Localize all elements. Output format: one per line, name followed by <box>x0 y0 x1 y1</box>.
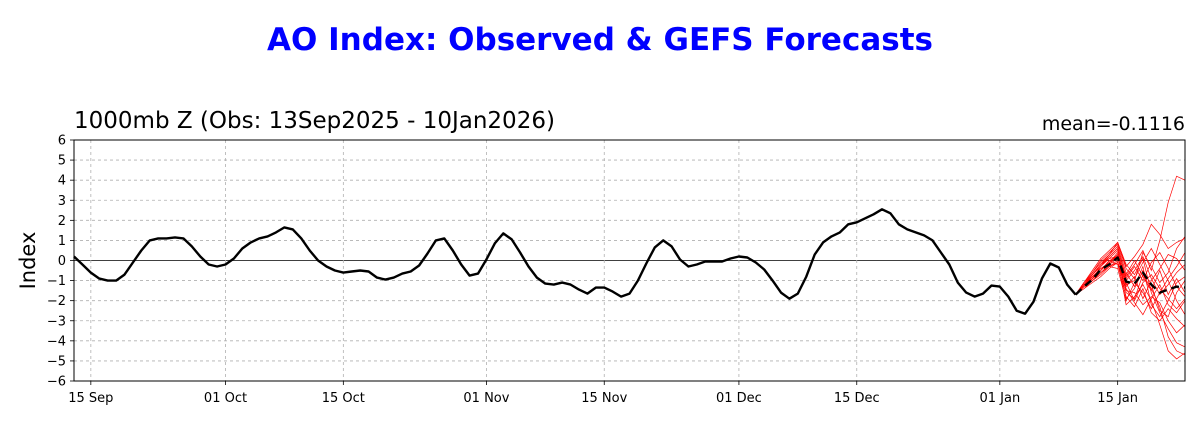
ensemble-member-line <box>1075 262 1186 316</box>
x-tick-label: 01 Nov <box>463 391 509 406</box>
y-tick-label: −2 <box>47 294 66 309</box>
y-tick-label: −6 <box>47 375 66 390</box>
y-tick-label: 6 <box>58 134 66 149</box>
ensemble-member-line <box>1075 252 1186 310</box>
ensemble-member-line <box>1075 253 1186 318</box>
x-tick-label: 15 Nov <box>581 391 627 406</box>
series-lines <box>73 208 1186 315</box>
ensemble-members <box>1075 175 1186 360</box>
ensemble-member-line <box>1075 223 1186 295</box>
y-tick-label: 1 <box>58 234 66 249</box>
x-tick-label: 01 Dec <box>716 391 762 406</box>
grid-lines <box>74 140 1185 381</box>
chart-subtitle: 1000mb Z (Obs: 13Sep2025 - 10Jan2026) <box>74 108 555 134</box>
plot-frame <box>73 139 1186 382</box>
axes: −6 −5 −4 −3 −2 −1 0 1 2 3 4 5 6 15 Sep 01 Oct 15 Oct 01 … <box>47 134 1186 406</box>
x-tick-label: 15 Oct <box>322 391 365 406</box>
y-tick-label: −5 <box>47 354 66 369</box>
y-tick-label: −1 <box>47 274 66 289</box>
ensemble-member-line <box>1075 236 1186 295</box>
mean-annotation: mean=-0.1116 <box>1041 113 1185 135</box>
y-tick-label: 4 <box>58 174 66 189</box>
x-tick-label: 01 Jan <box>979 391 1020 406</box>
observed-line <box>73 208 1077 315</box>
ensemble-member-line <box>1075 243 1186 315</box>
y-axis-label: Index <box>16 232 40 290</box>
y-tick-label: 0 <box>58 254 66 269</box>
ensemble-member-line <box>1075 241 1186 348</box>
y-tick-label: 2 <box>58 214 66 229</box>
y-tick-label: −3 <box>47 314 66 329</box>
y-tick-label: 3 <box>58 194 66 209</box>
ensemble-member-line <box>1075 254 1186 300</box>
chart-title: AO Index: Observed & GEFS Forecasts <box>267 22 933 58</box>
x-tick-label: 15 Jan <box>1097 391 1138 406</box>
y-tick-label: −4 <box>47 334 66 349</box>
y-tick-label: 5 <box>58 154 66 169</box>
x-tick-label: 15 Dec <box>834 391 880 406</box>
x-tick-label: 01 Oct <box>204 391 247 406</box>
x-tick-label: 15 Sep <box>68 391 113 406</box>
